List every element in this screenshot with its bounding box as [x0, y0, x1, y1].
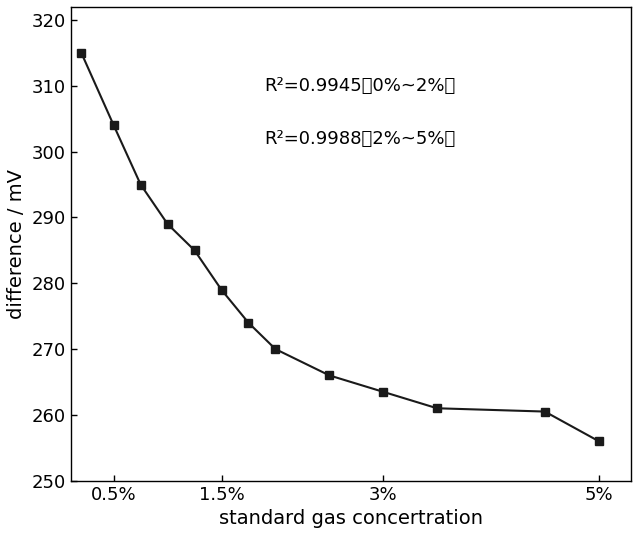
- Y-axis label: difference / mV: difference / mV: [7, 169, 26, 319]
- Text: R²=0.9988（2%~5%）: R²=0.9988（2%~5%）: [265, 129, 456, 148]
- Text: R²=0.9945（0%~2%）: R²=0.9945（0%~2%）: [265, 77, 456, 95]
- X-axis label: standard gas concertration: standard gas concertration: [219, 509, 483, 528]
